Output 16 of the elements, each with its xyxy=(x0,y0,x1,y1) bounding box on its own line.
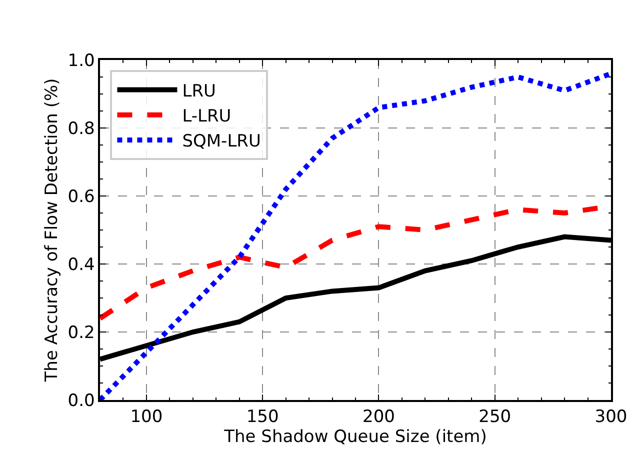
x-tick-label: 200 xyxy=(362,407,395,428)
x-axis-title: The Shadow Queue Size (item) xyxy=(223,427,487,448)
y-tick-label: 0.8 xyxy=(68,118,95,139)
legend-label: SQM-LRU xyxy=(182,132,261,152)
x-tick-label: 150 xyxy=(246,407,279,428)
y-tick-label: 0.0 xyxy=(68,390,95,411)
y-tick-label: 0.6 xyxy=(68,186,95,207)
legend-label: LRU xyxy=(182,81,216,102)
y-tick-label: 0.4 xyxy=(68,254,95,275)
y-tick-label: 0.2 xyxy=(68,322,95,343)
x-tick-label: 250 xyxy=(478,407,512,428)
x-tick-label: 100 xyxy=(130,407,163,428)
x-tick-label: 300 xyxy=(594,407,628,428)
y-tick-label: 1.0 xyxy=(68,50,95,71)
legend-label: L-LRU xyxy=(182,106,232,126)
y-axis-title: The Accuracy of Flow Detection (%) xyxy=(42,78,62,383)
